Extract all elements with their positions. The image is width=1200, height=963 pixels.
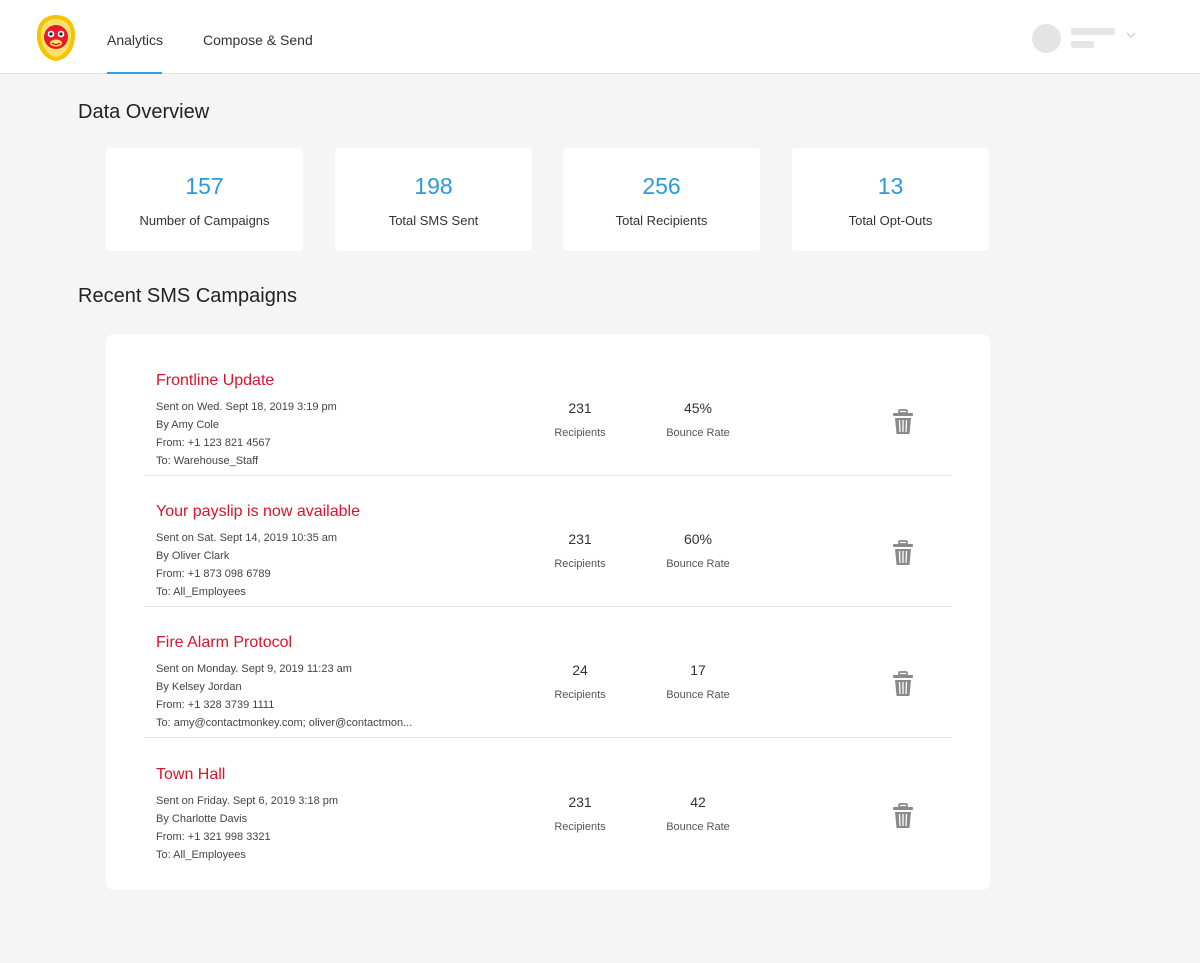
tab-analytics[interactable]: Analytics [107, 0, 163, 74]
stat-value: 157 [185, 173, 224, 199]
top-navigation-bar: Analytics Compose & Send [0, 0, 1200, 74]
campaign-title[interactable]: Frontline Update [156, 372, 275, 389]
campaign-from: From: +1 328 3739 1111 [156, 699, 275, 711]
campaign-to: To: All_Employees [156, 849, 246, 861]
stat-card-sms-sent: 198 Total SMS Sent [335, 148, 532, 251]
recipients-value: 231 [568, 400, 592, 416]
bounce-rate-value: 45% [683, 400, 713, 416]
campaign-from: From: +1 321 998 3321 [156, 831, 271, 843]
stat-label: Total Recipients [615, 213, 708, 228]
campaign-from: From: +1 873 098 6789 [156, 568, 271, 580]
recipients-label: Recipients [554, 821, 606, 833]
trash-icon[interactable] [891, 671, 915, 697]
chevron-down-icon[interactable] [1125, 30, 1137, 40]
monkey-logo-icon[interactable] [36, 13, 76, 63]
bounce-rate-value: 42 [690, 794, 706, 810]
campaign-author: By Charlotte Davis [156, 813, 248, 825]
stat-card-campaigns: 157 Number of Campaigns [106, 148, 303, 251]
stat-value: 13 [877, 173, 904, 199]
stat-value: 198 [414, 173, 453, 199]
bounce-rate-label: Bounce Rate [666, 821, 730, 833]
bounce-rate-value: 60% [683, 531, 713, 547]
recipients-value: 231 [568, 794, 592, 810]
campaign-sent-date: Sent on Friday. Sept 6, 2019 3:18 pm [156, 795, 339, 807]
campaign-title[interactable]: Your payslip is now available [156, 503, 360, 520]
user-role-placeholder [1071, 41, 1094, 48]
campaign-list: Frontline Update Sent on Wed. Sept 18, 2… [106, 334, 990, 890]
campaign-title[interactable]: Fire Alarm Protocol [156, 634, 293, 651]
bounce-rate-value: 17 [690, 662, 706, 678]
bounce-rate-label: Bounce Rate [666, 558, 730, 570]
data-overview-heading: Data Overview [78, 101, 210, 123]
trash-icon[interactable] [891, 409, 915, 435]
campaign-row[interactable]: Your payslip is now available Sent on Sa… [144, 476, 952, 607]
recipients-label: Recipients [554, 689, 606, 701]
recipients-value: 24 [572, 662, 588, 678]
campaign-from: From: +1 123 821 4567 [156, 437, 271, 449]
trash-icon[interactable] [891, 803, 915, 829]
campaign-sent-date: Sent on Wed. Sept 18, 2019 3:19 pm [156, 401, 337, 413]
tab-compose-send[interactable]: Compose & Send [203, 32, 313, 48]
campaign-author: By Amy Cole [156, 419, 219, 431]
bounce-rate-label: Bounce Rate [666, 689, 730, 701]
stat-label: Total SMS Sent [388, 213, 479, 228]
trash-icon[interactable] [891, 540, 915, 566]
recipients-label: Recipients [554, 427, 606, 439]
stat-value: 256 [642, 173, 681, 199]
recipients-label: Recipients [554, 558, 606, 570]
campaign-sent-date: Sent on Sat. Sept 14, 2019 10:35 am [156, 532, 338, 544]
campaign-sent-date: Sent on Monday. Sept 9, 2019 11:23 am [156, 663, 352, 675]
avatar [1032, 24, 1061, 53]
campaign-to: To: amy@contactmonkey.com; oliver@contac… [156, 717, 413, 729]
campaign-to: To: All_Employees [156, 586, 246, 598]
stat-card-recipients: 256 Total Recipients [563, 148, 760, 251]
user-name-placeholder [1071, 28, 1115, 35]
recipients-value: 231 [568, 531, 592, 547]
campaign-row[interactable]: Town Hall Sent on Friday. Sept 6, 2019 3… [144, 739, 952, 870]
campaign-title[interactable]: Town Hall [156, 766, 226, 783]
campaign-row[interactable]: Frontline Update Sent on Wed. Sept 18, 2… [144, 345, 952, 476]
user-menu[interactable] [1030, 22, 1140, 54]
campaign-to: To: Warehouse_Staff [156, 455, 259, 467]
campaign-row[interactable]: Fire Alarm Protocol Sent on Monday. Sept… [144, 607, 952, 738]
campaign-author: By Kelsey Jordan [156, 681, 242, 693]
stat-label: Total Opt-Outs [848, 213, 933, 228]
campaign-author: By Oliver Clark [156, 550, 230, 562]
bounce-rate-label: Bounce Rate [666, 427, 730, 439]
recent-campaigns-heading: Recent SMS Campaigns [78, 285, 297, 307]
stat-label: Number of Campaigns [139, 213, 270, 228]
stat-card-opt-outs: 13 Total Opt-Outs [792, 148, 989, 251]
